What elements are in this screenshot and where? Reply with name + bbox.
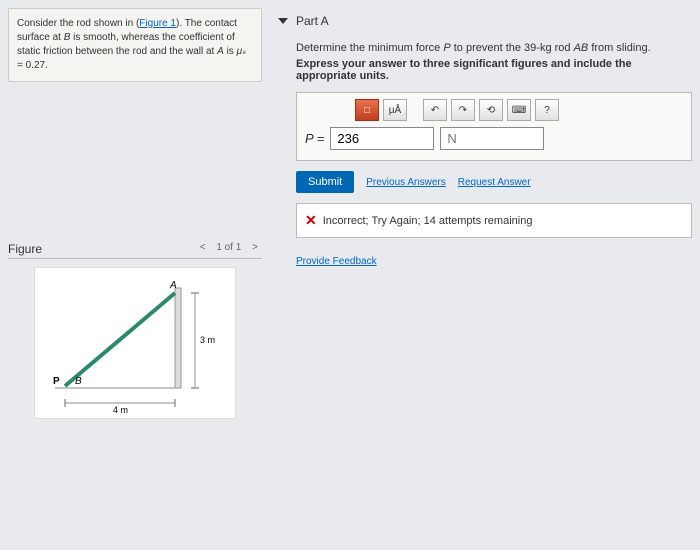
submit-button[interactable]: Submit: [296, 171, 354, 193]
dim-h: 4 m: [113, 405, 128, 415]
request-answer-link[interactable]: Request Answer: [458, 177, 531, 188]
part-title: Part A: [296, 14, 329, 28]
undo-button[interactable]: ↶: [423, 99, 447, 121]
incorrect-icon: ✕: [305, 212, 317, 229]
provide-feedback-link[interactable]: Provide Feedback: [296, 256, 377, 267]
answer-area: □ μÅ ↶ ↷ ⟲ ⌨ ? P =: [296, 92, 692, 161]
redo-button[interactable]: ↷: [451, 99, 475, 121]
instruction: Express your answer to three significant…: [296, 58, 692, 82]
answer-label: P =: [305, 131, 324, 146]
figure-counter: 1 of 1: [216, 242, 241, 253]
figure-next[interactable]: >: [252, 242, 258, 253]
label-A: A: [169, 280, 177, 291]
figure-link[interactable]: Figure 1: [139, 18, 176, 29]
previous-answers-link[interactable]: Previous Answers: [366, 177, 445, 188]
figure-title: Figure: [8, 242, 42, 256]
figure-prev[interactable]: <: [200, 242, 206, 253]
feedback-box: ✕ Incorrect; Try Again; 14 attempts rema…: [296, 203, 692, 238]
help-button[interactable]: ?: [535, 99, 559, 121]
value-input[interactable]: [330, 127, 434, 150]
collapse-caret-icon[interactable]: [278, 18, 288, 24]
label-B: B: [75, 376, 82, 387]
prompt: Determine the minimum force P to prevent…: [296, 42, 692, 54]
figure-diagram: A B P 4 m 3 m: [34, 267, 236, 419]
problem-text: Consider the rod shown in (: [17, 18, 139, 29]
dim-v: 3 m: [200, 335, 215, 345]
keyboard-button[interactable]: ⌨: [507, 99, 531, 121]
unit-input[interactable]: [440, 127, 544, 150]
feedback-text: Incorrect; Try Again; 14 attempts remain…: [323, 215, 533, 227]
label-P: P: [53, 376, 60, 387]
reset-button[interactable]: ⟲: [479, 99, 503, 121]
problem-statement: Consider the rod shown in (Figure 1). Th…: [8, 8, 262, 82]
templates-button[interactable]: □: [355, 99, 379, 121]
symbols-button[interactable]: μÅ: [383, 99, 407, 121]
